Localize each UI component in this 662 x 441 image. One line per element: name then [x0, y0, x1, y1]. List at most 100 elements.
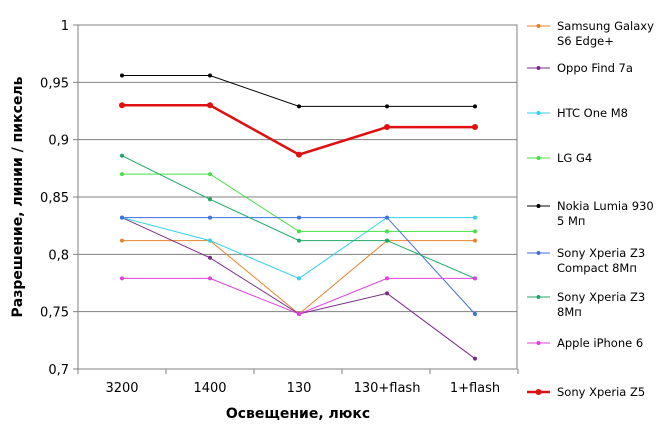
data-point	[385, 104, 389, 109]
data-point	[297, 276, 301, 281]
data-point	[385, 276, 389, 281]
data-point	[385, 215, 389, 220]
series-lines	[119, 73, 478, 361]
data-point	[385, 238, 389, 243]
legend-label: Sony Xperia Z3 8Мп	[557, 290, 645, 319]
legend-entry: Sony Xperia Z3 8Мп	[527, 290, 645, 319]
legend-label-line: Samsung Galaxy	[557, 19, 654, 33]
legend-swatch-marker	[536, 111, 541, 115]
x-tick-label: 130+flash	[354, 381, 421, 396]
legend-label: Samsung Galaxy S6 Edge+	[557, 19, 654, 48]
series-1	[120, 215, 477, 361]
data-point	[208, 255, 212, 260]
legend-entry: Sony Xperia Z5	[527, 385, 645, 399]
x-axis-title: Освещение, люкс	[226, 406, 370, 422]
y-tick-label: 0,7	[48, 363, 69, 378]
data-point	[207, 102, 213, 109]
series-5	[120, 215, 477, 316]
legend-label: Apple iPhone 6	[557, 336, 643, 350]
series-3	[120, 172, 477, 234]
legend-label-line: LG G4	[557, 151, 592, 165]
data-point	[208, 215, 212, 220]
data-point	[120, 238, 124, 243]
legend-label-line: Nokia Lumia 930	[557, 199, 654, 213]
data-point	[208, 73, 212, 78]
legend-label-line: Sony Xperia Z3	[557, 290, 645, 304]
y-tick-label: 0,95	[40, 76, 69, 91]
legend-label: HTC One M8	[557, 106, 628, 120]
legend-swatch-marker	[536, 204, 541, 208]
y-axis-ticks: 0,7 0,75 0,8 0,85 0,9 0,95 1	[40, 19, 78, 378]
gridlines	[78, 81, 517, 313]
legend-label: Sony Xperia Z3 Compact 8Мп	[557, 246, 645, 275]
data-point	[472, 124, 478, 131]
data-point	[297, 215, 301, 220]
y-tick-label: 1	[61, 19, 69, 34]
y-tick-label: 0,75	[40, 306, 69, 321]
data-point	[297, 311, 301, 316]
data-point	[473, 356, 477, 361]
data-point	[208, 197, 212, 202]
data-point	[385, 291, 389, 296]
data-point	[120, 276, 124, 281]
series-line	[122, 104, 475, 156]
series-line	[122, 277, 475, 315]
legend-label-line: Apple iPhone 6	[557, 336, 643, 350]
data-point	[385, 229, 389, 234]
data-point	[473, 215, 477, 220]
legend-label: Oppo Find 7a	[557, 61, 633, 75]
series-8	[119, 102, 478, 158]
series-line	[121, 217, 475, 279]
legend-label-line: 5 Мп	[557, 214, 585, 228]
data-point	[384, 124, 390, 131]
legend-swatch-marker	[536, 341, 541, 345]
data-point	[208, 172, 212, 177]
legend-swatch-marker	[536, 295, 541, 299]
legend-entry: Nokia Lumia 930 5 Мп	[527, 199, 654, 228]
series-2	[120, 215, 477, 281]
legend-label-line: Oppo Find 7a	[557, 61, 633, 75]
legend-swatch-marker	[536, 251, 541, 255]
legend-label-line: Sony Xperia Z3	[557, 246, 645, 260]
legend-swatch-marker	[536, 156, 541, 160]
legend-label-line: Sony Xperia Z5	[557, 385, 645, 399]
data-point	[120, 73, 124, 78]
legend-label: Sony Xperia Z5	[557, 385, 645, 399]
data-point	[208, 238, 212, 243]
series-line	[122, 75, 475, 107]
y-tick-label: 0,9	[48, 134, 69, 149]
y-tick-label: 0,85	[40, 191, 69, 206]
data-point	[473, 311, 477, 316]
data-point	[119, 102, 125, 109]
legend: Samsung Galaxy S6 Edge+ Oppo Find 7a HTC On…	[527, 19, 654, 399]
legend-label-line: HTC One M8	[557, 106, 628, 120]
x-tick-label: 3200	[105, 381, 138, 396]
legend-entry: Sony Xperia Z3 Compact 8Мп	[527, 246, 645, 275]
legend-label: Nokia Lumia 930 5 Мп	[557, 199, 654, 228]
legend-entry: Apple iPhone 6	[527, 336, 643, 350]
data-point	[297, 238, 301, 243]
data-point	[120, 172, 124, 177]
legend-label: LG G4	[557, 151, 592, 165]
y-axis-title: Разрешение, линии / пиксель	[10, 76, 26, 317]
x-axis-ticks: 3200 1400 130 130+flash 1+flash	[77, 369, 519, 396]
series-line	[122, 173, 475, 232]
data-point	[297, 104, 301, 109]
legend-swatch-marker	[535, 389, 542, 395]
data-point	[208, 276, 212, 281]
data-point	[297, 229, 301, 234]
legend-entry: HTC One M8	[527, 106, 628, 120]
legend-label-line: 8Мп	[557, 305, 582, 319]
y-tick-label: 0,8	[48, 248, 69, 263]
series-4	[120, 73, 477, 109]
data-point	[120, 153, 124, 158]
legend-swatch-marker	[536, 24, 541, 28]
data-point	[473, 238, 477, 243]
legend-swatch-marker	[536, 66, 541, 70]
data-point	[473, 229, 477, 234]
series-7	[120, 276, 477, 316]
legend-entry: Samsung Galaxy S6 Edge+	[527, 19, 654, 48]
data-point	[473, 104, 477, 109]
legend-label-line: S6 Edge+	[557, 34, 614, 48]
